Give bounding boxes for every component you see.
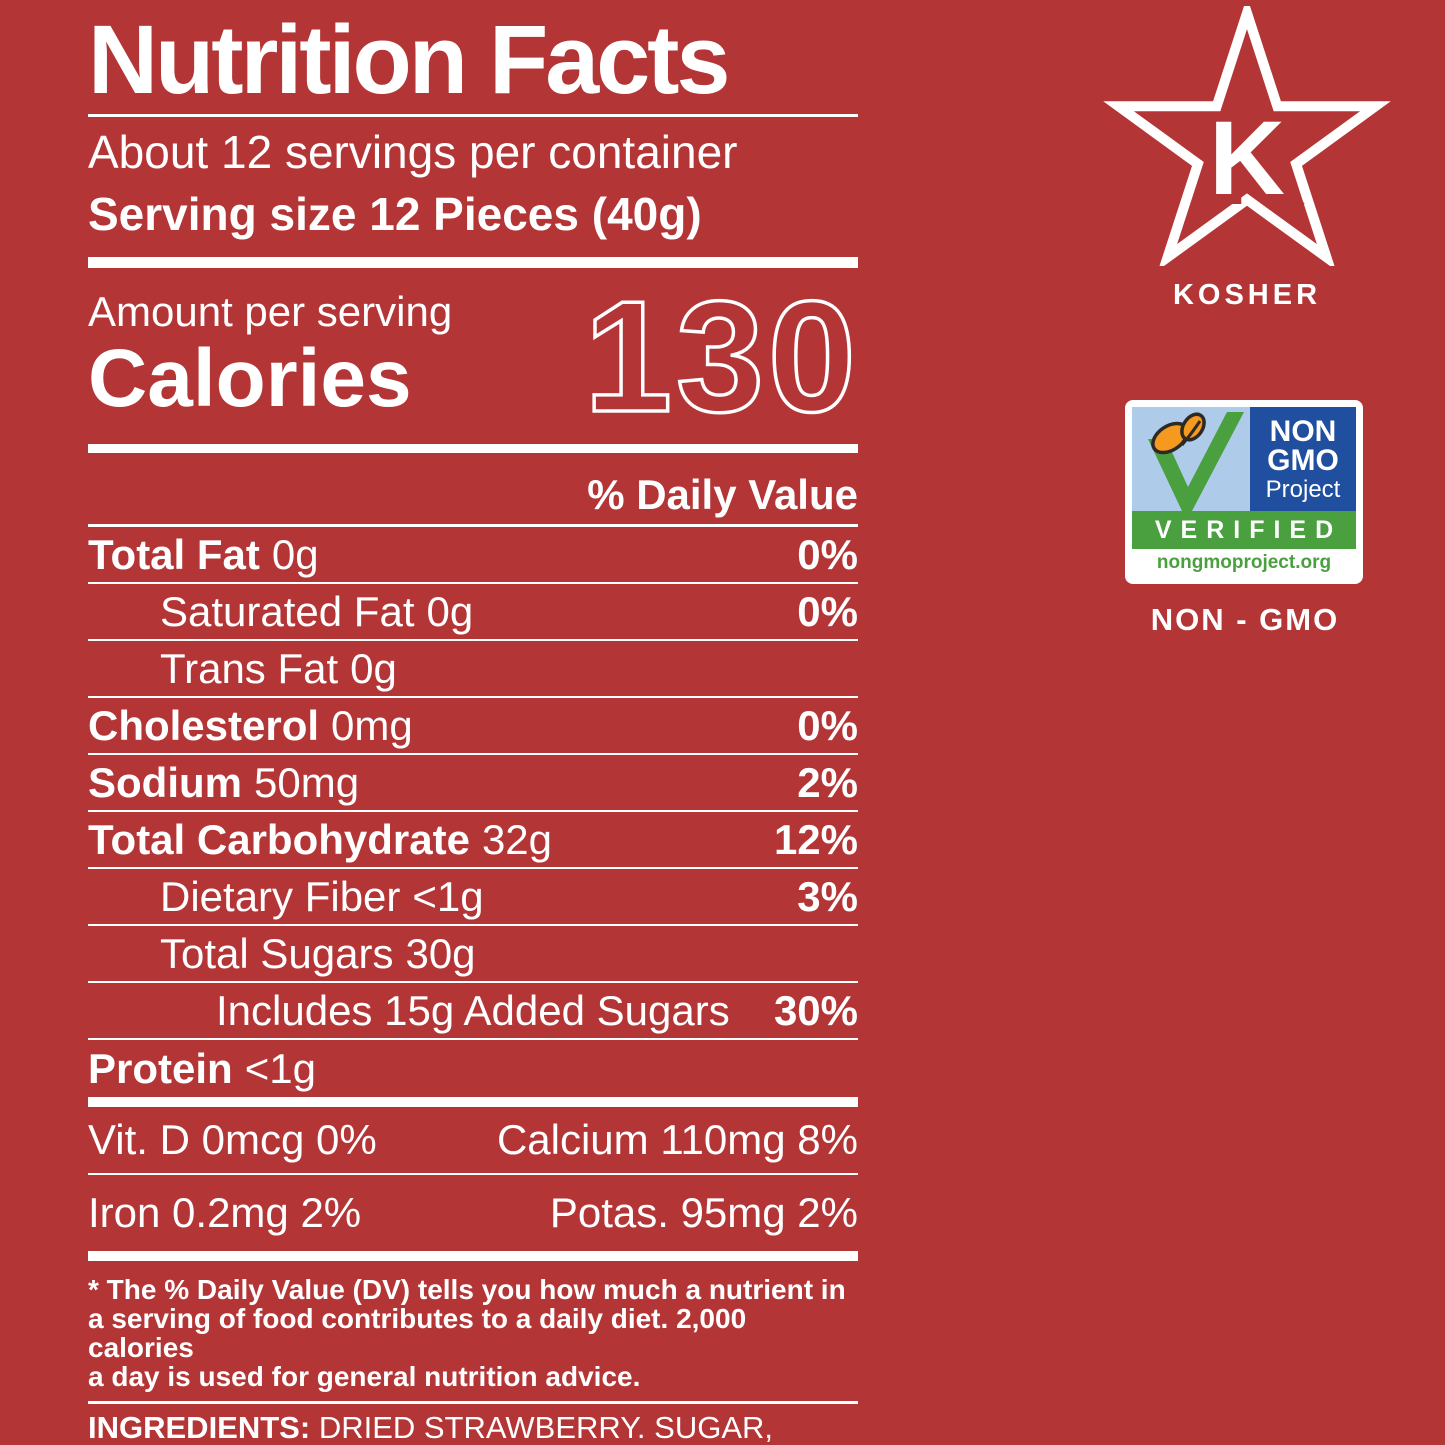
calories-label: Calories: [88, 333, 412, 424]
ingredients-text: DRIED STRAWBERRY. SUGAR, SULFUR DIOXIDE …: [88, 1410, 773, 1445]
nutrient-name: Saturated Fat: [160, 587, 415, 635]
non-gmo-word-project: Project: [1265, 475, 1341, 503]
thick-divider-serving: [88, 257, 858, 268]
nutrient-amount: 0g: [271, 530, 319, 578]
divider-under-title: [88, 114, 858, 117]
daily-value-header: % Daily Value: [88, 453, 858, 527]
non-gmo-word-gmo: GMO: [1267, 443, 1339, 477]
non-gmo-word-non: NON: [1269, 414, 1337, 448]
nutrient-dv: 2%: [797, 758, 858, 806]
nutrient-name: Total Fat: [88, 530, 260, 578]
ingredients-label: INGREDIENTS:: [88, 1410, 311, 1445]
non-gmo-wordmark-panel: NON GMO Project: [1250, 407, 1356, 511]
nutrient-name: Includes 15g Added Sugars: [216, 986, 730, 1034]
servings-per-container: About 12 servings per container: [88, 126, 738, 178]
non-gmo-butterfly-panel: [1132, 407, 1250, 511]
thick-divider-micronutrients: [88, 1251, 858, 1261]
non-gmo-badge-top: NON GMO Project: [1132, 407, 1356, 511]
iron-value: Iron 0.2mg 2%: [88, 1189, 362, 1236]
ingredients-statement: INGREDIENTS: DRIED STRAWBERRY. SUGAR, SU…: [88, 1412, 858, 1445]
nutrient-name: Trans Fat: [160, 644, 339, 692]
nutrient-row-sodium: Sodium 50mg 2%: [88, 755, 858, 812]
verified-text: VERIFIED: [1154, 515, 1343, 544]
nutrient-row-total-fat: Total Fat 0g 0%: [88, 527, 858, 584]
nutrient-row-trans-fat: Trans Fat 0g: [88, 641, 858, 698]
non-gmo-caption: NON - GMO: [1150, 602, 1340, 637]
serving-size-line: Serving size 12 Pieces (40g): [88, 188, 702, 240]
nutrient-row-saturated-fat: Saturated Fat 0g 0%: [88, 584, 858, 641]
nutrition-label: Nutrition Facts About 12 servings per co…: [88, 5, 858, 1445]
nutrient-amount: <1g: [244, 1044, 316, 1092]
nutrient-row-dietary-fiber: Dietary Fiber <1g 3%: [88, 869, 858, 926]
nutrient-name: Cholesterol: [88, 701, 320, 749]
nutrient-amount: 32g: [481, 815, 553, 863]
vitamin-d-value: Vit. D 0mcg 0%: [88, 1116, 377, 1163]
nutrient-amount: 0g: [426, 587, 474, 635]
calcium-value: Calcium 110mg 8%: [496, 1116, 858, 1163]
thick-divider-protein: [88, 1097, 858, 1107]
nutrient-row-total-sugars: Total Sugars 30g: [88, 926, 858, 983]
nutrient-row-protein: Protein <1g: [88, 1040, 858, 1097]
calories-section: Amount per serving Calories 130: [88, 268, 858, 444]
nutrient-name: Protein: [88, 1044, 233, 1092]
nutrient-name: Dietary Fiber: [160, 872, 401, 920]
nutrient-dv: 12%: [773, 815, 858, 863]
nutrient-dv: 3%: [797, 872, 858, 920]
nutrition-facts-title: Nutrition Facts: [88, 5, 730, 114]
kosher-badge: K KOSHER: [1097, 0, 1397, 312]
nutrient-amount: 50mg: [254, 758, 360, 806]
nutrient-dv: 0%: [797, 701, 858, 749]
nutrient-name: Sodium: [88, 758, 242, 806]
nutrient-dv: 30%: [773, 986, 858, 1034]
non-gmo-project-badge: NON GMO Project VERIFIED nongmoproject.o…: [1125, 400, 1363, 584]
nutrient-row-added-sugars: Includes 15g Added Sugars 30%: [88, 983, 858, 1040]
thick-divider-calories: [88, 444, 858, 453]
footnote-line-2: a serving of food contributes to a daily…: [88, 1303, 747, 1363]
nutrient-row-total-carbohydrate: Total Carbohydrate 32g 12%: [88, 812, 858, 869]
divider-above-ingredients: [88, 1401, 858, 1404]
micronutrient-row-2: Iron 0.2mg 2% Potas. 95mg 2%: [88, 1175, 858, 1251]
nutrient-amount: 0g: [350, 644, 397, 692]
calories-value-outline: 130: [586, 292, 858, 424]
nutrient-dv: 0%: [797, 587, 858, 635]
potassium-value: Potas. 95mg 2%: [549, 1189, 858, 1236]
nutrient-amount: <1g: [412, 872, 484, 920]
nutrient-name: Total Carbohydrate: [88, 815, 470, 863]
daily-value-footnote: * The % Daily Value (DV) tells you how m…: [88, 1275, 858, 1391]
footnote-line-3: a day is used for general nutrition advi…: [88, 1361, 641, 1392]
kosher-k-letter: K: [1209, 100, 1285, 217]
nutrient-amount: 0mg: [331, 701, 413, 749]
micronutrient-row-1: Vit. D 0mcg 0% Calcium 110mg 8%: [88, 1107, 858, 1175]
nutrient-dv: 0%: [797, 530, 858, 578]
nutrient-row-cholesterol: Cholesterol 0mg 0%: [88, 698, 858, 755]
footnote-line-1: * The % Daily Value (DV) tells you how m…: [88, 1274, 846, 1305]
amount-per-serving-label: Amount per serving: [88, 288, 453, 335]
butterfly-checkmark-icon: [1148, 412, 1244, 511]
kosher-star-icon: K: [1103, 0, 1391, 271]
non-gmo-verified-band: VERIFIED: [1132, 511, 1356, 549]
nutrient-name: Total Sugars: [160, 929, 394, 977]
calories-value: 130: [586, 292, 858, 424]
kosher-caption: KOSHER: [1172, 279, 1322, 311]
non-gmo-url: nongmoproject.org: [1156, 552, 1332, 573]
nutrient-amount: 30g: [405, 929, 476, 977]
